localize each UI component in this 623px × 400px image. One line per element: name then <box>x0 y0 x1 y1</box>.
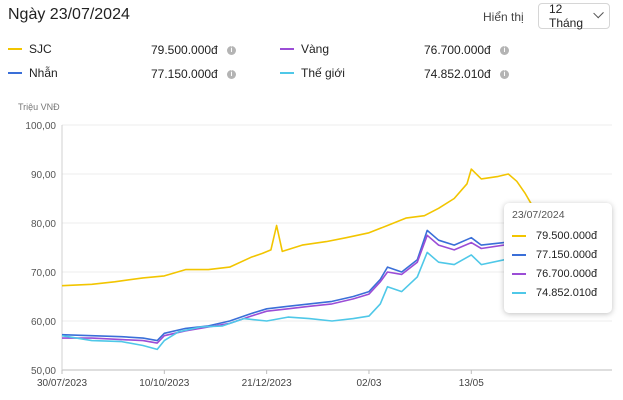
y-tick-label: 50,00 <box>31 366 56 377</box>
series-line-sjc <box>61 168 535 287</box>
legend-value: 79.500.000đ <box>151 43 218 57</box>
legend-value: 77.150.000đ <box>151 67 218 81</box>
tooltip-row: 79.500.000đ <box>512 226 604 245</box>
x-tick-label: 30/07/2023 <box>37 378 87 389</box>
legend-swatch <box>280 72 294 74</box>
legend-value: 74.852.010đ <box>424 67 491 81</box>
legend-swatch <box>280 48 294 50</box>
series-line-vàng <box>62 234 534 344</box>
tooltip-date: 23/07/2024 <box>512 209 565 221</box>
legend-swatch <box>8 72 22 74</box>
legend-label: Nhẫn <box>29 66 58 80</box>
y-tick-label: 100,00 <box>25 121 56 132</box>
page-title: Ngày 23/07/2024 <box>8 6 130 23</box>
y-tick-label: 90,00 <box>31 170 56 181</box>
y-tick-label: 70,00 <box>31 268 56 279</box>
y-axis-label: Triệu VNĐ <box>18 102 60 112</box>
tooltip-value: 76.700.000đ <box>536 267 598 280</box>
x-tick-label: 10/10/2023 <box>139 378 189 389</box>
tooltip-value: 79.500.000đ <box>536 229 598 242</box>
x-tick-label: 02/03 <box>356 378 381 389</box>
tooltip-swatch <box>512 291 526 294</box>
legend-item-nhan[interactable]: Nhẫn <box>8 65 58 81</box>
range-select-value: 12 Tháng <box>549 2 584 30</box>
tooltip-value: 74.852.010đ <box>536 286 598 299</box>
tooltip-row: 77.150.000đ <box>512 245 604 264</box>
tooltip-row: 76.700.000đ <box>512 264 604 283</box>
legend-item-the-gioi[interactable]: Thế giới <box>280 65 345 81</box>
info-icon[interactable]: i <box>500 46 509 55</box>
legend-label: Thế giới <box>301 66 345 80</box>
y-tick-label: 60,00 <box>31 317 56 328</box>
y-tick-label: 80,00 <box>31 219 56 230</box>
tooltip-swatch <box>512 253 526 256</box>
series-line-thế-giới <box>61 247 535 351</box>
tooltip-value: 77.150.000đ <box>536 248 598 261</box>
tooltip-swatch <box>512 272 526 275</box>
legend-item-sjc[interactable]: SJC <box>8 41 52 57</box>
info-icon[interactable]: i <box>227 46 236 55</box>
legend-swatch <box>8 48 22 50</box>
x-tick-label: 13/05 <box>459 378 484 389</box>
legend-label: Vàng <box>301 42 330 56</box>
series-line-nhẫn <box>61 229 534 342</box>
x-tick-label: 21/12/2023 <box>242 378 292 389</box>
info-icon[interactable]: i <box>500 70 509 79</box>
tooltip-row: 74.852.010đ <box>512 283 604 302</box>
tooltip-swatch <box>512 234 526 237</box>
range-select[interactable]: 12 Tháng <box>538 2 610 30</box>
legend-item-vang[interactable]: Vàng <box>280 41 329 57</box>
range-label: Hiển thị <box>483 10 524 24</box>
legend-label: SJC <box>29 42 52 56</box>
info-icon[interactable]: i <box>227 70 236 79</box>
legend-value: 76.700.000đ <box>424 43 491 57</box>
chart-tooltip: 23/07/2024 79.500.000đ 77.150.000đ 76.70… <box>504 203 612 313</box>
